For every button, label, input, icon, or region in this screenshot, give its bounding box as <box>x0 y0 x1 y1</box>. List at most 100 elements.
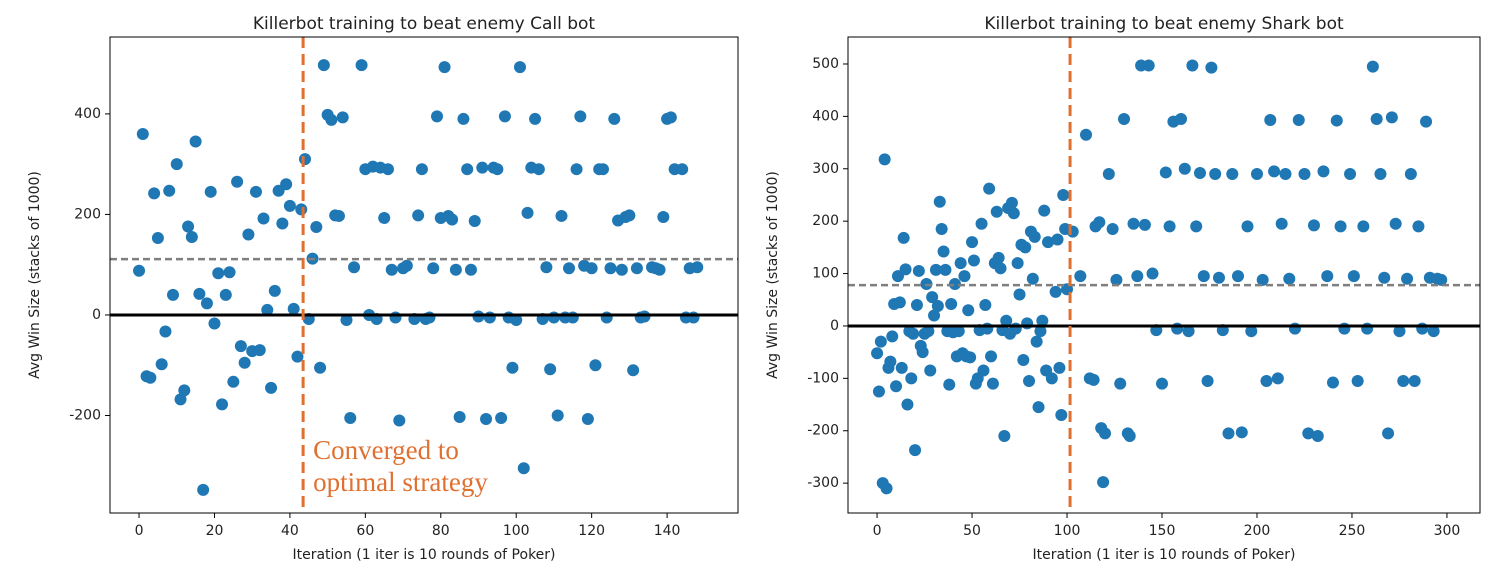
point <box>449 263 462 276</box>
point <box>423 311 436 324</box>
point <box>1307 219 1320 232</box>
point <box>1245 325 1258 338</box>
point <box>907 327 920 340</box>
point <box>1264 114 1277 127</box>
point <box>1205 61 1218 74</box>
point <box>994 262 1007 275</box>
point <box>1093 216 1106 229</box>
point <box>1351 374 1364 387</box>
point <box>878 153 891 166</box>
point <box>144 371 157 384</box>
point <box>986 377 999 390</box>
point <box>1222 427 1235 440</box>
point <box>506 361 519 374</box>
y-tick-label: -200 <box>807 423 839 439</box>
point <box>958 270 971 283</box>
point <box>1038 204 1051 217</box>
point <box>204 185 217 198</box>
point <box>457 112 470 125</box>
y-tick-label: 0 <box>92 307 101 323</box>
point <box>200 297 213 310</box>
point <box>1357 220 1370 233</box>
point <box>491 163 504 176</box>
point <box>1156 377 1169 390</box>
point <box>219 288 232 301</box>
point <box>922 325 935 338</box>
point <box>895 361 908 374</box>
point <box>1321 270 1334 283</box>
point <box>317 59 330 72</box>
point <box>1271 372 1284 385</box>
point <box>332 209 345 222</box>
point <box>223 266 236 279</box>
point <box>1182 325 1195 338</box>
point <box>544 363 557 376</box>
point <box>1235 426 1248 439</box>
point <box>513 61 526 74</box>
point <box>427 262 440 275</box>
point <box>355 59 368 72</box>
point <box>630 262 643 275</box>
point <box>916 346 929 359</box>
point <box>1013 288 1026 301</box>
point <box>295 203 308 216</box>
point <box>182 220 195 233</box>
point <box>174 393 187 406</box>
y-axis-label: Avg Win Size (stacks of 1000) <box>27 171 43 379</box>
point <box>276 217 289 230</box>
point <box>1021 317 1034 330</box>
point <box>1393 325 1406 338</box>
point <box>1190 220 1203 233</box>
point <box>890 380 903 393</box>
point <box>185 231 198 244</box>
point <box>1017 354 1030 367</box>
point <box>1311 429 1324 442</box>
point <box>928 309 941 322</box>
point <box>977 364 990 377</box>
point <box>1361 322 1374 335</box>
y-tick-label: -300 <box>807 475 839 491</box>
point <box>1049 285 1062 298</box>
point <box>529 112 542 125</box>
point <box>886 330 899 343</box>
point <box>1334 220 1347 233</box>
point <box>1123 429 1136 442</box>
point <box>912 264 925 277</box>
point <box>1007 207 1020 220</box>
point <box>495 412 508 425</box>
point <box>1005 196 1018 209</box>
point <box>476 161 489 174</box>
point <box>910 298 923 311</box>
point <box>924 364 937 377</box>
point <box>1087 373 1100 386</box>
point <box>464 263 477 276</box>
point <box>1260 374 1273 387</box>
point <box>1404 168 1417 181</box>
plot-frame <box>109 36 739 514</box>
point <box>966 236 979 249</box>
point <box>461 163 474 176</box>
point <box>1171 322 1184 335</box>
point <box>1427 325 1440 338</box>
y-tick-label: -100 <box>807 370 839 386</box>
point <box>1102 168 1115 181</box>
x-tick-label: 50 <box>963 523 981 539</box>
point <box>1000 314 1013 327</box>
point <box>136 128 149 141</box>
point <box>1366 60 1379 73</box>
point <box>1042 236 1055 249</box>
point <box>893 296 906 309</box>
point <box>998 429 1011 442</box>
x-tick-label: 0 <box>135 523 144 539</box>
point <box>483 311 496 324</box>
point <box>1127 217 1140 230</box>
point <box>1212 271 1225 284</box>
point <box>1097 476 1110 489</box>
x-tick-label: 200 <box>1244 523 1271 539</box>
point <box>1435 273 1448 286</box>
point <box>1026 272 1039 285</box>
point <box>1146 267 1159 280</box>
point <box>151 232 164 245</box>
